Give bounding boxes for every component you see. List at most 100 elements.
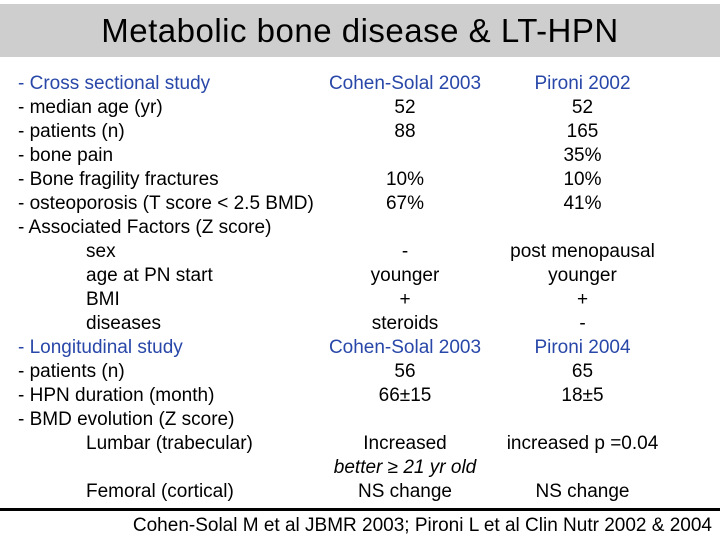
row-label-text: - Longitudinal study (18, 337, 183, 358)
table-row: - Bone fragility fractures 10% 10% (0, 168, 720, 192)
row-study1-value-text: steroids (371, 313, 439, 334)
row-study1-value-text: NS change (357, 481, 452, 502)
row-study2-value: NS change (470, 480, 695, 504)
row-study1-value-text: 56 (394, 361, 416, 382)
row-study1-value-text: 88 (394, 121, 416, 142)
row-study2-value: younger (470, 264, 695, 288)
row-study2-value: + (470, 288, 695, 312)
row-label-text: - BMD evolution (Z score) (18, 409, 235, 430)
row-label: - Cross sectional study (0, 72, 340, 96)
row-label: - bone pain (0, 144, 340, 168)
table-row: diseases steroids - (0, 312, 720, 336)
table-row: sex - post menopausal (0, 240, 720, 264)
row-study1-value-text: younger (370, 265, 440, 286)
row-study1-value-text: - (401, 241, 409, 262)
row-study2-value: 65 (470, 360, 695, 384)
footer-divider (0, 508, 720, 511)
row-study2-value: - (470, 312, 695, 336)
row-study2-value: 10% (470, 168, 695, 192)
row-study2-value-text: - (579, 313, 586, 334)
row-label-text: - bone pain (18, 145, 114, 166)
row-label-text: - Associated Factors (Z score) (18, 217, 272, 238)
row-study2-value: 41% (470, 192, 695, 216)
table-row: - Cross sectional study Cohen-Solal 2003 P… (0, 72, 720, 96)
row-label: Femoral (cortical) (0, 480, 340, 504)
table-row: better ≥ 21 yr old (0, 456, 720, 480)
row-label: - patients (n) (0, 120, 340, 144)
row-study1-value: younger (340, 264, 470, 288)
row-label: - Bone fragility fractures (0, 168, 340, 192)
row-study1-value-text: 52 (394, 97, 416, 118)
row-study1-value: + (340, 288, 470, 312)
row-label-text: - Bone fragility fractures (18, 169, 219, 190)
row-label: diseases (0, 312, 340, 336)
row-label-text: Femoral (cortical) (86, 481, 234, 502)
row-study1-value: steroids (340, 312, 470, 336)
row-label: age at PN start (0, 264, 340, 288)
row-study1-value-text: 66±15 (378, 385, 432, 406)
row-label: BMI (0, 288, 340, 312)
row-label-text: - HPN duration (month) (18, 385, 215, 406)
row-study2-value-text: 10% (563, 169, 602, 190)
row-label: - HPN duration (month) (0, 384, 340, 408)
row-study2-value-text: 18±5 (561, 385, 604, 406)
table-row: Femoral (cortical) NS change NS change (0, 480, 720, 504)
table-row: - Longitudinal study Cohen-Solal 2003 Piro… (0, 336, 720, 360)
citation: Cohen-Solal M et al JBMR 2003; Pironi L … (132, 515, 712, 536)
row-label-text: BMI (86, 289, 120, 310)
row-label-text: sex (86, 241, 116, 262)
row-study2-value-text: + (576, 289, 589, 310)
row-study1-value: 52 (340, 96, 470, 120)
comparison-table: - Cross sectional study Cohen-Solal 2003 P… (0, 72, 720, 504)
row-study1-value: NS change (340, 480, 470, 504)
row-label: - osteoporosis (T score < 2.5 BMD) (0, 192, 340, 216)
row-study2-value (470, 408, 695, 432)
table-row: - Associated Factors (Z score) (0, 216, 720, 240)
row-study1-value: better ≥ 21 yr old (334, 456, 476, 480)
row-label: - median age (yr) (0, 96, 340, 120)
row-study2-value: 18±5 (470, 384, 695, 408)
row-study2-value: Pironi 2004 (470, 336, 695, 360)
row-study2-value (470, 456, 695, 480)
title-bar: Metabolic bone disease & LT-HPN (0, 4, 720, 57)
table-row: - patients (n) 56 65 (0, 360, 720, 384)
row-label (0, 456, 340, 480)
row-study1-value: Cohen-Solal 2003 (329, 336, 481, 360)
row-study2-value: post menopausal (470, 240, 695, 264)
table-row: - BMD evolution (Z score) (0, 408, 720, 432)
row-label-text: diseases (86, 313, 161, 334)
row-study1-value-text: Increased (363, 433, 447, 454)
slide-title: Metabolic bone disease & LT-HPN (101, 11, 619, 49)
row-study2-value-text: younger (548, 265, 617, 286)
table-row: - bone pain 35% (0, 144, 720, 168)
row-study1-value: 88 (340, 120, 470, 144)
row-study2-value: 35% (470, 144, 695, 168)
row-label: - patients (n) (0, 360, 340, 384)
row-label: - Associated Factors (Z score) (0, 216, 340, 240)
row-study2-value: 52 (470, 96, 695, 120)
row-study1-value: Cohen-Solal 2003 (329, 72, 481, 96)
table-row: BMI + + (0, 288, 720, 312)
row-study2-value (470, 216, 695, 240)
row-study2-value-text: 41% (563, 193, 602, 214)
row-study1-value-text: Cohen-Solal 2003 (328, 337, 482, 358)
row-study1-value: 56 (340, 360, 470, 384)
row-study1-value-text: better ≥ 21 yr old (333, 457, 477, 478)
row-label-text: - median age (yr) (18, 97, 163, 118)
row-study2-value-text: NS change (535, 481, 630, 502)
row-study1-value (340, 144, 470, 168)
table-row: Lumbar (trabecular) Increased increased p … (0, 432, 720, 456)
row-study1-value: - (340, 240, 470, 264)
row-study2-value-text: 35% (563, 145, 602, 166)
row-label-text: - osteoporosis (T score < 2.5 BMD) (18, 193, 314, 214)
row-label-text: Lumbar (trabecular) (86, 433, 253, 454)
row-study2-value-text: Pironi 2002 (534, 73, 631, 94)
row-study2-value-text: post menopausal (510, 241, 655, 262)
row-study1-value: 66±15 (340, 384, 470, 408)
row-label-text: - patients (n) (18, 361, 125, 382)
row-study1-value (340, 216, 470, 240)
row-study2-value-text: increased p =0.04 (506, 433, 659, 454)
row-study2-value: Pironi 2002 (470, 72, 695, 96)
row-label: sex (0, 240, 340, 264)
row-label-text: - patients (n) (18, 121, 125, 142)
